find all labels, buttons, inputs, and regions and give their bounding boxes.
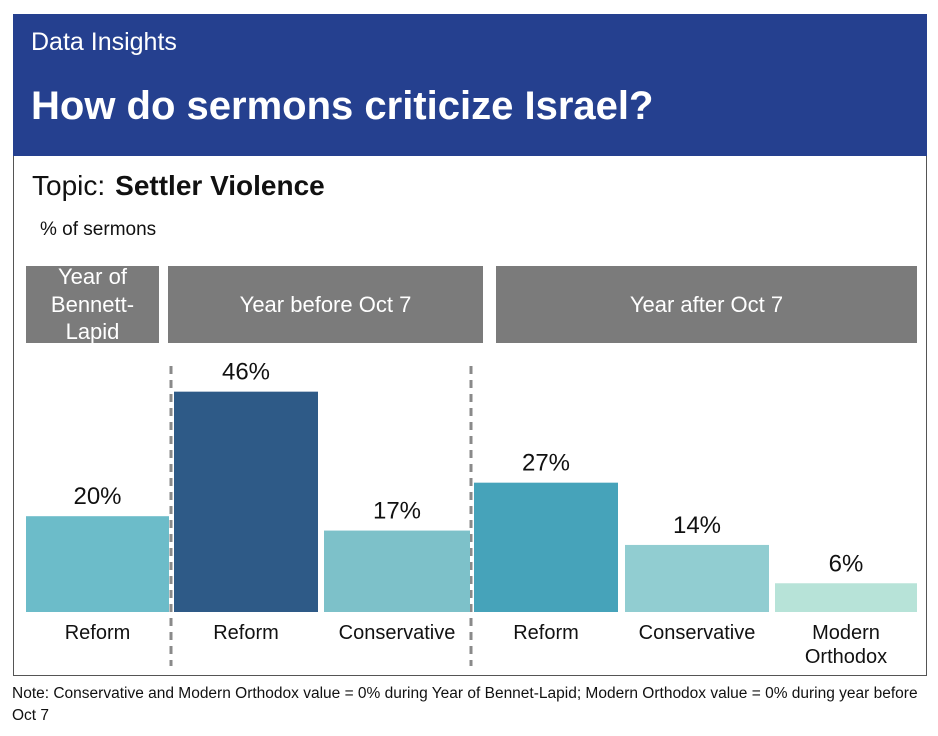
unit-label: % of sermons (40, 219, 157, 240)
bar-value-label: 46% (222, 359, 270, 386)
group-header-bennett-lapid: Year of Bennett-Lapid (26, 263, 159, 346)
category-label: Reform (213, 622, 279, 644)
category-label: Reform (513, 622, 579, 644)
group-header-text: Year of Bennett-Lapid (26, 263, 159, 346)
footnote: Note: Conservative and Modern Orthodox v… (12, 685, 918, 724)
category-label: Conservative (639, 622, 756, 644)
group-header-line: Year of (58, 264, 127, 290)
group-header-line: Year after Oct 7 (629, 291, 784, 317)
bar (26, 516, 169, 612)
bar (174, 391, 318, 612)
bar (625, 544, 769, 612)
bar-value-label: 17% (373, 498, 421, 525)
bar (474, 482, 618, 612)
group-header-text: Year after Oct 7 (630, 291, 783, 319)
category-label: Reform (65, 622, 131, 644)
bar-value-label: 14% (673, 512, 721, 539)
category-label: Modern (812, 622, 880, 644)
group-header-text: Year before Oct 7 (240, 291, 412, 319)
header-kicker: Data Insights (31, 28, 177, 56)
bar-value-label: 20% (73, 483, 121, 510)
topic-value: Settler Violence (115, 170, 325, 201)
category-label: Orthodox (805, 646, 887, 668)
header-banner: Data Insights How do sermons criticize I… (13, 14, 927, 156)
group-header-line: Year before Oct 7 (239, 291, 412, 317)
group-header-year-before-oct7: Year before Oct 7 (168, 266, 483, 343)
group-header-line: Bennett-Lapid (50, 291, 135, 345)
bar-value-label: 6% (829, 550, 864, 577)
category-label: Conservative (339, 622, 456, 644)
topic-line: Topic: Settler Violence (32, 170, 325, 202)
group-header-year-after-oct7: Year after Oct 7 (496, 266, 917, 343)
bar (324, 530, 470, 612)
page-title: How do sermons criticize Israel? (31, 84, 654, 128)
bar-value-label: 27% (522, 450, 570, 477)
bar (775, 583, 917, 612)
topic-label: Topic: (32, 170, 106, 201)
